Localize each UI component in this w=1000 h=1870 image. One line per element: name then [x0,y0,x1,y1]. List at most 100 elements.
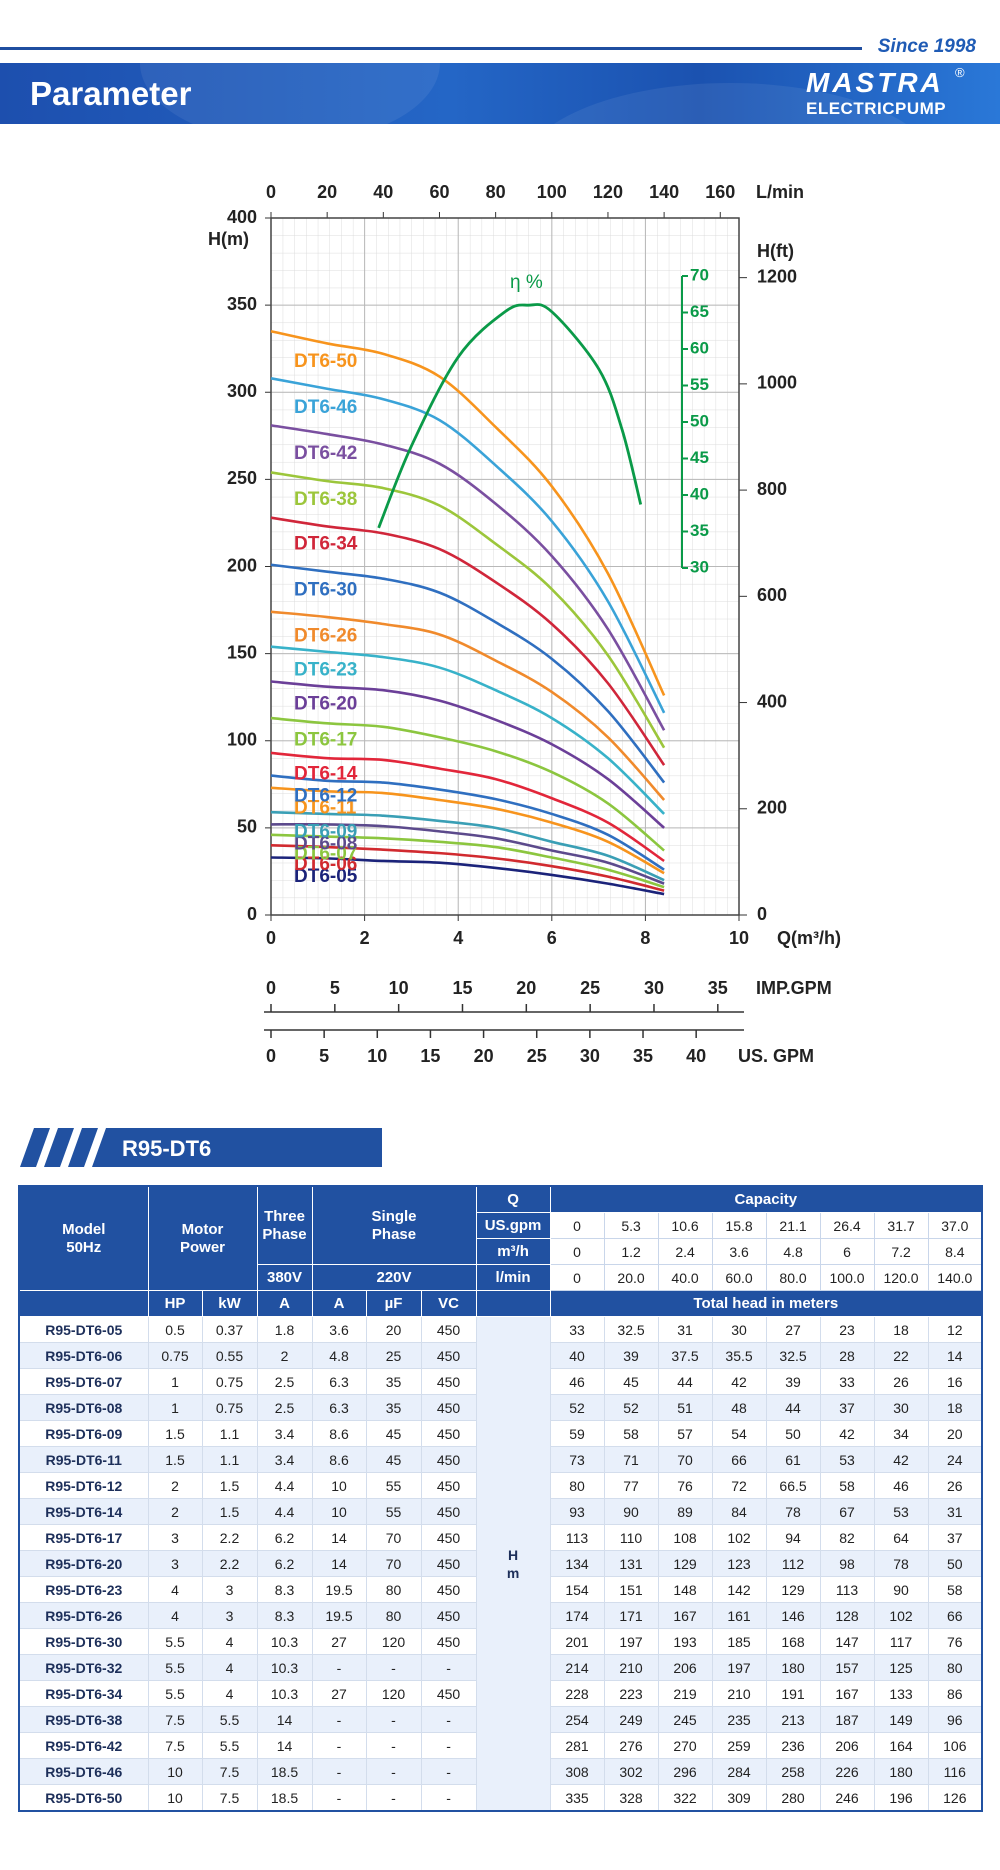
top-tick-label: 100 [537,182,567,202]
imp_axis-tick-label: 35 [708,978,728,998]
table-cell: 1.1 [201,1446,258,1473]
header-row: Model 50Hz Motor Power Three Phase Single Phase… [18,1185,983,1291]
table-cell: 1.1 [201,1420,258,1447]
curve-label: DT6-12 [294,786,357,807]
table-cell: R95-DT6-06 [18,1342,149,1369]
eta-tick-label: 65 [690,302,709,321]
table-cell: 0.55 [201,1342,258,1369]
us_axis-tick-label: 5 [319,1046,329,1066]
table-cell: 174 [549,1602,605,1629]
pump-curve [270,822,665,885]
table-cell: 142 [711,1576,767,1603]
table-cell: Capacity [549,1185,983,1213]
table-cell: 117 [873,1628,929,1655]
us_axis-tick-label: 0 [266,1046,276,1066]
table-cell: R95-DT6-07 [18,1368,149,1395]
body-row: R95-DT6-32 5.5 4 10.3- - -214 210 206 197 180 157 1… [18,1654,983,1681]
table-cell: 228 [549,1680,605,1707]
us_axis-tick-label: 25 [527,1046,547,1066]
table-cell: 0 [549,1212,605,1239]
table-cell: 185 [711,1628,767,1655]
table-cell: 206 [819,1732,875,1759]
table-cell: 106 [927,1732,983,1759]
eta-tick-label: 45 [690,448,709,467]
table-cell: 52 [603,1394,659,1421]
body-row: R95-DT6-30 5.5 4 10.3 27 120 450 201 197 193 185 16… [18,1628,983,1655]
table-title: R95-DT6 [122,1136,212,1161]
x-tick-label: 8 [640,928,650,948]
curve-label: DT6-11 [294,798,357,819]
imp_axis-label: IMP.GPM [756,978,832,998]
table-cell: 302 [603,1758,659,1785]
table-cell: R95-DT6-12 [18,1472,149,1499]
table-cell: 25 [365,1342,422,1369]
table-cell: 61 [765,1446,821,1473]
table-cell: 10 [147,1758,203,1785]
imp_axis-tick-label: 10 [389,978,409,998]
table-cell: 133 [873,1680,929,1707]
table-cell: 2 [256,1342,313,1369]
table-cell: 35 [365,1394,422,1421]
table-cell: 3 [147,1550,203,1577]
table-cell: 450 [420,1576,477,1603]
body-row: R95-DT6-46 10 7.5 18.5- - -308 302 296 284 258 226… [18,1758,983,1785]
table-cell: 5.5 [147,1680,203,1707]
table-cell: 90 [873,1576,929,1603]
table-cell: 146 [765,1602,821,1629]
table-cell: 223 [603,1680,659,1707]
table-cell: 10 [311,1472,367,1499]
table-cell: 2 [147,1498,203,1525]
pump-curve [270,610,666,801]
table-cell: 149 [873,1706,929,1733]
table-cell: 6.2 [256,1524,313,1551]
imp_axis-tick-label: 15 [452,978,472,998]
eta-tick-label: 40 [690,484,709,503]
curve-label: DT6-06 [294,854,357,875]
table-cell: R95-DT6-46 [18,1758,149,1785]
table-cell: 27 [765,1316,821,1343]
table-cell: 37 [819,1394,875,1421]
table-cell: 39 [765,1368,821,1395]
table-cell: 123 [711,1550,767,1577]
table-cell: 14 [311,1524,367,1551]
pump-curve [270,833,665,889]
table-cell: 0 [549,1264,605,1291]
table-cell: 40.0 [657,1264,713,1291]
table-cell: 7.5 [201,1784,258,1812]
table-cell: 39 [603,1342,659,1369]
eta-label: η % [510,272,543,293]
table-cell: 51 [657,1394,713,1421]
table-cell: 280 [765,1784,821,1812]
table-cell: 10 [147,1784,203,1812]
table-cell: 18.5 [256,1758,313,1785]
cell-line: Single [371,1207,417,1225]
table-cell: 335 [549,1784,605,1812]
table-cell: 66 [927,1602,983,1629]
table-cell: 37.0 [927,1212,983,1239]
table-cell: 276 [603,1732,659,1759]
curve-label: DT6-14 [294,764,358,785]
cell-line: Motor [181,1220,224,1238]
table-cell: 3.6 [711,1238,767,1265]
table-cell: 21.1 [765,1212,821,1239]
curve-label: DT6-17 [294,729,357,750]
table-cell: 60.0 [711,1264,767,1291]
cell-line: Model [62,1220,106,1238]
table-cell: 28 [819,1342,875,1369]
table-cell: 0.75 [201,1368,258,1395]
table-cell: 76 [657,1472,713,1499]
header-line [0,47,862,50]
table-cell: 82 [819,1524,875,1551]
table-cell: 6.3 [311,1394,367,1421]
table-cell: 102 [873,1602,929,1629]
table-cell: 3.4 [256,1420,313,1447]
header-row: m³/h 0 1.2 2.4 3.6 4.8 6 7.2 8.4 [19,1238,983,1265]
table-cell: 14 [311,1550,367,1577]
table-cell: 147 [819,1628,875,1655]
imp_axis-tick-label: 30 [644,978,664,998]
body-row: R95-DT6-50 10 7.5 18.5- - -335 328 322 309 280 246… [18,1784,983,1812]
table-cell: 120 [365,1680,422,1707]
table-cell: 77 [603,1472,659,1499]
